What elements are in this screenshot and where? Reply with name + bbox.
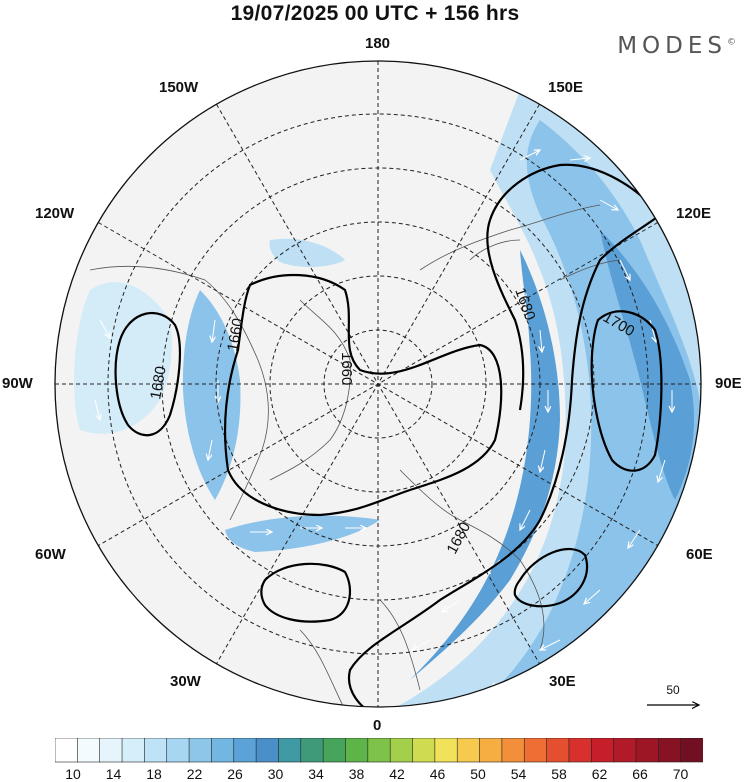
colorbar-tick-label: 66 — [632, 766, 648, 782]
colorbar-swatch — [300, 738, 324, 763]
colorbar-tick-label: 14 — [105, 766, 122, 782]
colorbar-swatch — [188, 738, 213, 763]
jet-south-band — [225, 515, 380, 552]
colorbar-tick-label: 18 — [146, 766, 162, 782]
jet-west-outer — [74, 281, 172, 434]
lon-label-150w: 150W — [159, 79, 199, 96]
colorbar-swatch — [501, 738, 525, 763]
colorbar-swatch — [278, 738, 302, 763]
contour-label: 1680 — [147, 365, 170, 401]
lon-label-150e: 150E — [548, 79, 584, 96]
colorbar-tick-label: 38 — [348, 766, 365, 782]
colorbar-tick-label: 62 — [591, 766, 608, 782]
colorbar-tick-label: 26 — [227, 766, 243, 782]
colorbar-swatch — [590, 738, 615, 763]
brand-logo: MODES© — [617, 33, 736, 59]
lon-label-0: 0 — [373, 717, 382, 734]
colorbar-swatch — [434, 738, 458, 763]
colorbar-tick-label: 42 — [389, 766, 405, 782]
lon-label-90w: 90W — [2, 375, 33, 392]
graticule — [55, 61, 701, 707]
colorbar-tick-label: 10 — [65, 766, 81, 782]
lon-label-60w: 60W — [35, 546, 66, 563]
map-disc — [55, 61, 701, 707]
colorbar-tick-label: 22 — [186, 766, 203, 782]
colorbar-tick-label: 54 — [510, 766, 527, 782]
colorbar-swatch — [55, 738, 78, 763]
colorbar-swatch — [255, 738, 280, 763]
lon-label-180: 180 — [365, 35, 391, 52]
colorbar-swatch — [144, 738, 168, 763]
coastlines — [89, 204, 621, 707]
colorbar-swatch — [568, 738, 592, 763]
lon-label-30w: 30W — [170, 673, 201, 690]
colorbar-tick-label: 70 — [672, 766, 689, 782]
colorbar-swatch — [367, 738, 391, 763]
colorbar-swatch — [479, 738, 503, 763]
brand-name: MODES — [617, 33, 727, 59]
colorbar-swatch — [546, 738, 570, 763]
colorbar-swatch — [389, 738, 414, 763]
contour-1680-europe-low — [513, 547, 589, 608]
colorbar-swatch — [345, 738, 369, 763]
colorbar-swatch — [99, 738, 123, 763]
colorbar-swatch — [456, 738, 481, 763]
reference-vector-value: 50 — [666, 683, 680, 697]
contour-1680-atlantic-low — [260, 562, 352, 623]
colorbar-swatch — [680, 738, 703, 763]
colorbar-swatch — [77, 738, 101, 763]
colorbar-tick-label: 58 — [551, 766, 567, 782]
colorbar-ticks: 10 14 18 22 26 30 34 38 42 46 50 54 58 62 66 70 — [0, 766, 750, 782]
map-title: 19/07/2025 00 UTC + 156 hrs — [230, 2, 520, 25]
colorbar-swatch — [613, 738, 637, 763]
reference-arrow-icon — [647, 697, 707, 711]
polar-map: 1660 1660 1680 1680 1680 1700 — [54, 60, 702, 708]
colorbar-swatch — [166, 738, 190, 763]
brand-copyright-mark: © — [727, 37, 736, 48]
colorbar-swatch — [233, 738, 257, 763]
jet-east-core-2 — [410, 250, 560, 680]
contour-1660-west-low — [114, 311, 181, 437]
colorbar-swatch — [322, 738, 347, 763]
reference-vector: 50 — [647, 683, 707, 714]
jet-pacific-band — [269, 238, 345, 268]
colorbar-tick-label: 34 — [308, 766, 324, 782]
lon-label-30e: 30E — [549, 673, 576, 690]
contour-1680-pacific-loop — [486, 219, 525, 411]
colorbar — [55, 738, 703, 763]
contour-1700-asia — [590, 310, 663, 472]
jet-east-band-mid — [470, 120, 700, 707]
contour-1660-polar — [223, 273, 503, 517]
colorbar-tick-label: 46 — [429, 766, 446, 782]
colorbar-swatch — [523, 738, 548, 763]
colorbar-swatch — [412, 738, 436, 763]
contour-label: 1660 — [224, 317, 247, 353]
lon-label-60e: 60E — [686, 546, 713, 563]
colorbar-swatch — [635, 738, 659, 763]
colorbar-swatch — [211, 738, 235, 763]
colorbar-tick-label: 50 — [470, 766, 486, 782]
map-border — [54, 60, 702, 708]
colorbar-swatch — [658, 738, 682, 763]
colorbar-swatch — [121, 738, 145, 763]
lon-label-90e: 90E — [715, 375, 742, 392]
lon-label-120e: 120E — [676, 205, 712, 222]
contour-label: 1660 — [338, 352, 355, 385]
lon-label-120w: 120W — [35, 205, 75, 222]
colorbar-tick-label: 30 — [267, 766, 284, 782]
